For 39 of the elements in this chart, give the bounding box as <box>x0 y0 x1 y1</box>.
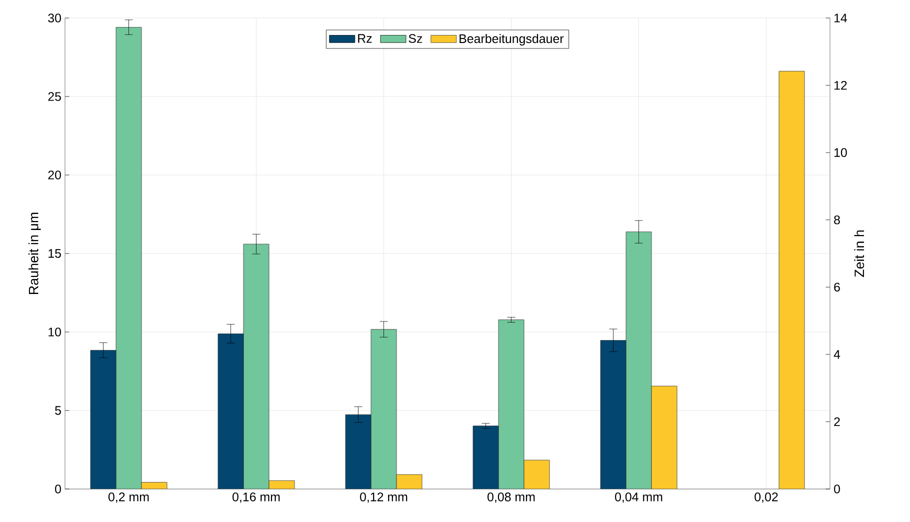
y2-tick-label: 14 <box>834 14 848 22</box>
x-tick-label: 0,08 mm <box>488 492 535 503</box>
bar <box>218 334 244 489</box>
y2-tick-label: 4 <box>834 350 840 359</box>
legend-label: Sz <box>408 34 422 43</box>
y-tick-label: 10 <box>48 328 61 336</box>
y-tick-label: 30 <box>48 14 61 22</box>
bar <box>626 232 652 489</box>
bar <box>370 329 397 489</box>
y-tick-label: 25 <box>48 92 61 101</box>
x-tick-label: 0,12 mm <box>360 492 408 503</box>
bar <box>396 474 422 489</box>
y-tick-label: 5 <box>55 406 61 415</box>
bar <box>116 27 142 489</box>
y-axis-title: Rauheit in μm <box>28 212 41 294</box>
bar <box>243 244 270 489</box>
y-tick-label: 15 <box>48 249 61 258</box>
y2-tick-label: 12 <box>834 80 847 90</box>
bar <box>524 460 550 489</box>
legend-label: Bearbeitungsdauer <box>460 34 564 46</box>
bar <box>498 320 524 489</box>
y2-tick-label: 2 <box>834 417 840 426</box>
x-tick-label: 0,02 <box>754 492 778 503</box>
bar <box>345 414 372 489</box>
y2-axis-title: Zeit in h <box>854 230 864 277</box>
y2-tick-label: 6 <box>834 282 840 292</box>
x-tick-label: 0,2 mm <box>108 492 149 503</box>
bar <box>472 426 499 489</box>
y2-tick-label: 10 <box>834 148 847 157</box>
y-tick-label: 20 <box>48 170 61 180</box>
bar <box>600 340 626 489</box>
y2-tick-label: 8 <box>834 215 840 224</box>
legend-label: Rz <box>358 34 372 43</box>
y2-tick-label: 0 <box>834 484 840 494</box>
bar <box>90 350 116 489</box>
x-tick-label: 0,16 mm <box>232 492 280 503</box>
x-tick-label: 0,04 mm <box>615 492 662 503</box>
bar <box>778 70 805 489</box>
y-tick-label: 0 <box>55 484 61 494</box>
